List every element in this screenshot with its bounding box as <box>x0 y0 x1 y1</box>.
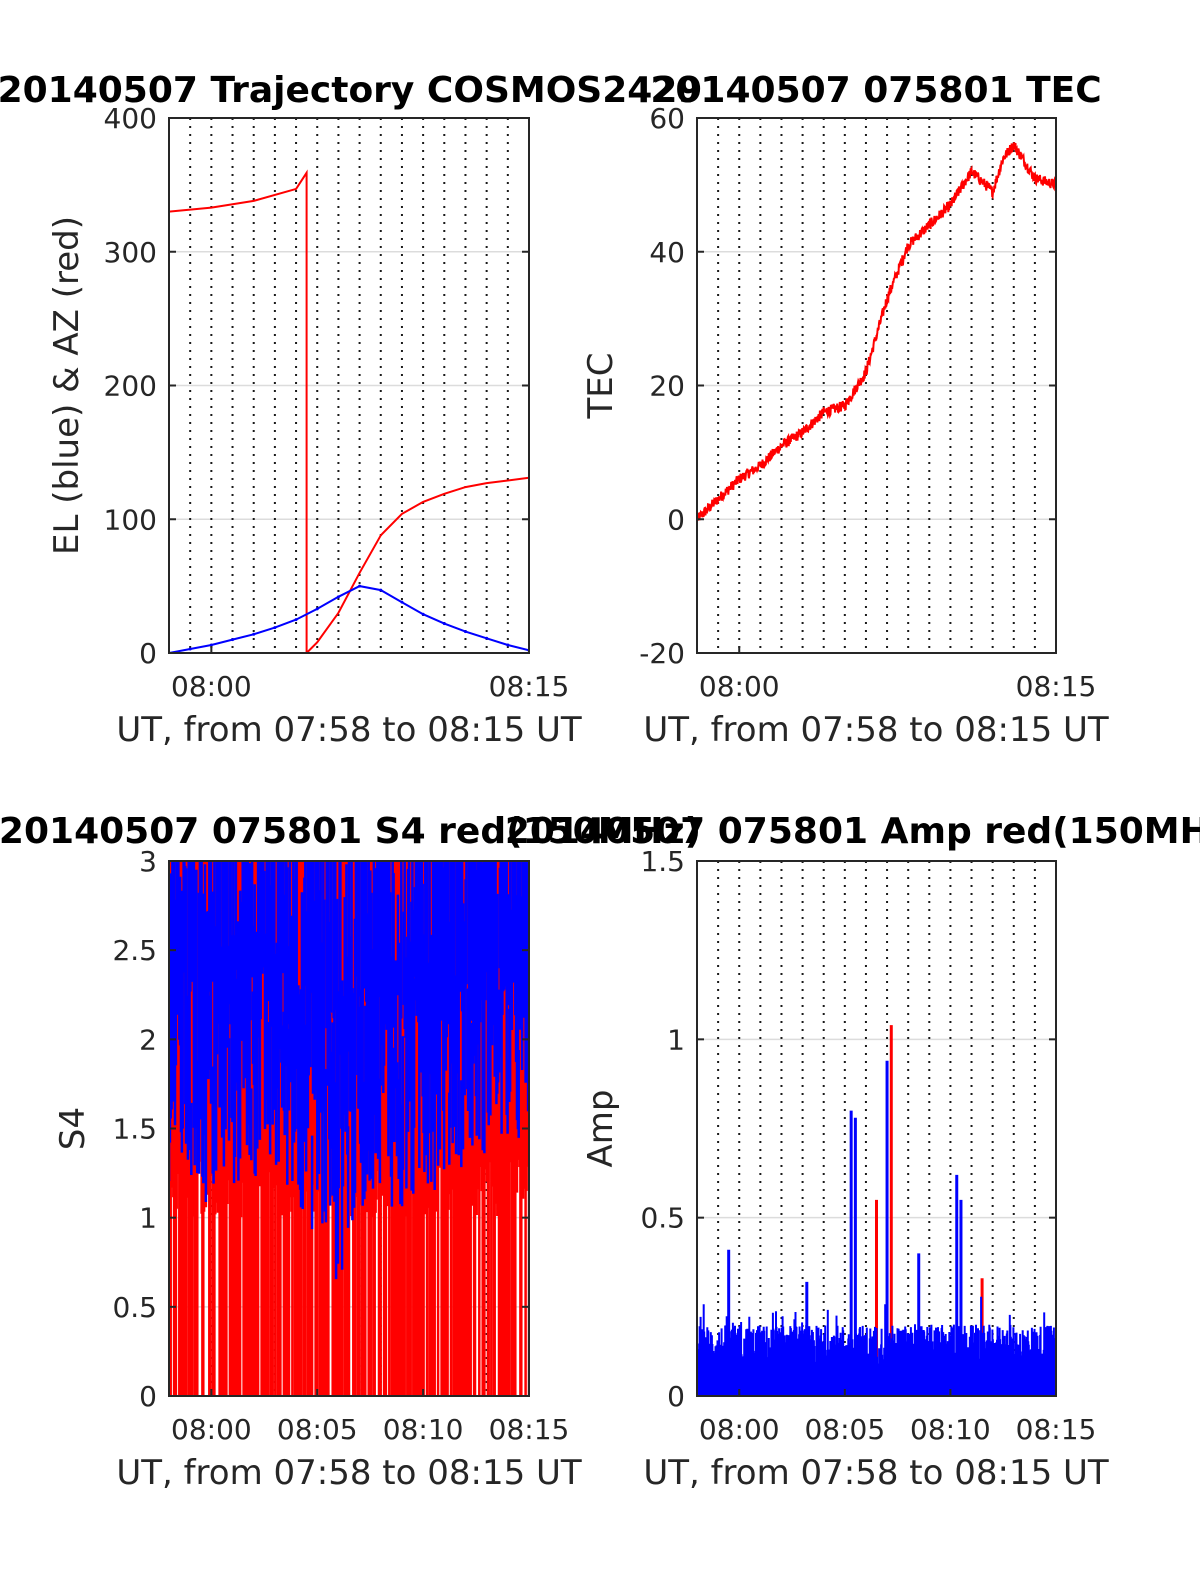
data-layer <box>169 861 529 1396</box>
y-tick-label: 100 <box>104 503 157 536</box>
series-line-red <box>169 169 529 653</box>
y-tick-label: 1 <box>667 1023 685 1056</box>
y-tick-label: 0 <box>667 1380 685 1413</box>
y-axis-label: EL (blue) & AZ (red) <box>47 216 87 555</box>
x-tick-label: 08:15 <box>489 670 570 703</box>
x-tick-label: 08:10 <box>383 1413 464 1446</box>
x-tick-label: 08:00 <box>171 1413 252 1446</box>
data-layer <box>697 142 1056 522</box>
y-tick-label: 60 <box>649 102 685 135</box>
tec-panel: -20 0 20 40 60 08:00 08:15 20140507 075801 TEC U… <box>581 70 1109 750</box>
chart-title: 20140507 075801 TEC <box>650 70 1101 111</box>
y-tick-label: 2.5 <box>112 934 157 967</box>
x-tick-label: 08:15 <box>1016 1413 1097 1446</box>
y-tick-label: 400 <box>104 102 157 135</box>
chart-title: 20140507 075801 Amp red(150MHz) <box>505 811 1200 852</box>
y-tick-label: -20 <box>639 637 685 670</box>
axes-box <box>696 860 1057 1397</box>
series-line-blue <box>169 585 529 653</box>
y-tick-label: 300 <box>104 236 157 269</box>
y-tick-label: 1.5 <box>112 1113 157 1146</box>
y-tick-label: 3 <box>139 845 157 878</box>
x-tick-label: 08:05 <box>277 1413 358 1446</box>
x-tick-label: 08:05 <box>804 1413 885 1446</box>
y-tick-label: 1 <box>139 1202 157 1235</box>
y-axis-label: Amp <box>581 1090 621 1168</box>
y-tick-label: 0 <box>139 637 157 670</box>
y-tick-label: 200 <box>104 370 157 403</box>
y-axis-label: S4 <box>53 1107 93 1150</box>
amp-panel: 0 0.5 1 1.5 08:00 08:05 08:10 08:15 20140507 075… <box>505 811 1200 1493</box>
chart-title: 20140507 075801 S4 red(150MHz) <box>0 811 701 852</box>
series-s4-blue <box>169 861 529 1280</box>
y-tick-label: 40 <box>649 236 685 269</box>
y-tick-label: 1.5 <box>640 845 685 878</box>
x-tick-label: 08:15 <box>489 1413 570 1446</box>
y-tick-label: 0.5 <box>640 1202 685 1235</box>
x-tick-label: 08:00 <box>699 1413 780 1446</box>
x-axis-label: UT, from 07:58 to 08:15 UT <box>116 710 582 750</box>
data-layer <box>697 1025 1056 1396</box>
x-tick-label: 08:10 <box>910 1413 991 1446</box>
series-line-red <box>697 142 1056 522</box>
x-tick-label: 08:00 <box>699 670 780 703</box>
x-tick-label: 08:15 <box>1016 670 1097 703</box>
x-axis-label: UT, from 07:58 to 08:15 UT <box>643 710 1109 750</box>
data-layer <box>169 169 529 653</box>
y-tick-label: 20 <box>649 370 685 403</box>
y-tick-label: 0 <box>667 503 685 536</box>
s4-panel: 0 0.5 1 1.5 2 2.5 3 08:00 08:05 08:10 08:15 2014050… <box>0 811 701 1493</box>
y-axis-label: TEC <box>581 353 621 420</box>
x-axis-label: UT, from 07:58 to 08:15 UT <box>116 1453 582 1493</box>
y-tick-label: 2 <box>139 1023 157 1056</box>
x-axis-label: UT, from 07:58 to 08:15 UT <box>643 1453 1109 1493</box>
chart-title: 20140507 Trajectory COSMOS2429 <box>0 70 702 111</box>
x-tick-label: 08:00 <box>171 670 252 703</box>
y-tick-label: 0.5 <box>112 1291 157 1324</box>
y-tick-label: 0 <box>139 1380 157 1413</box>
